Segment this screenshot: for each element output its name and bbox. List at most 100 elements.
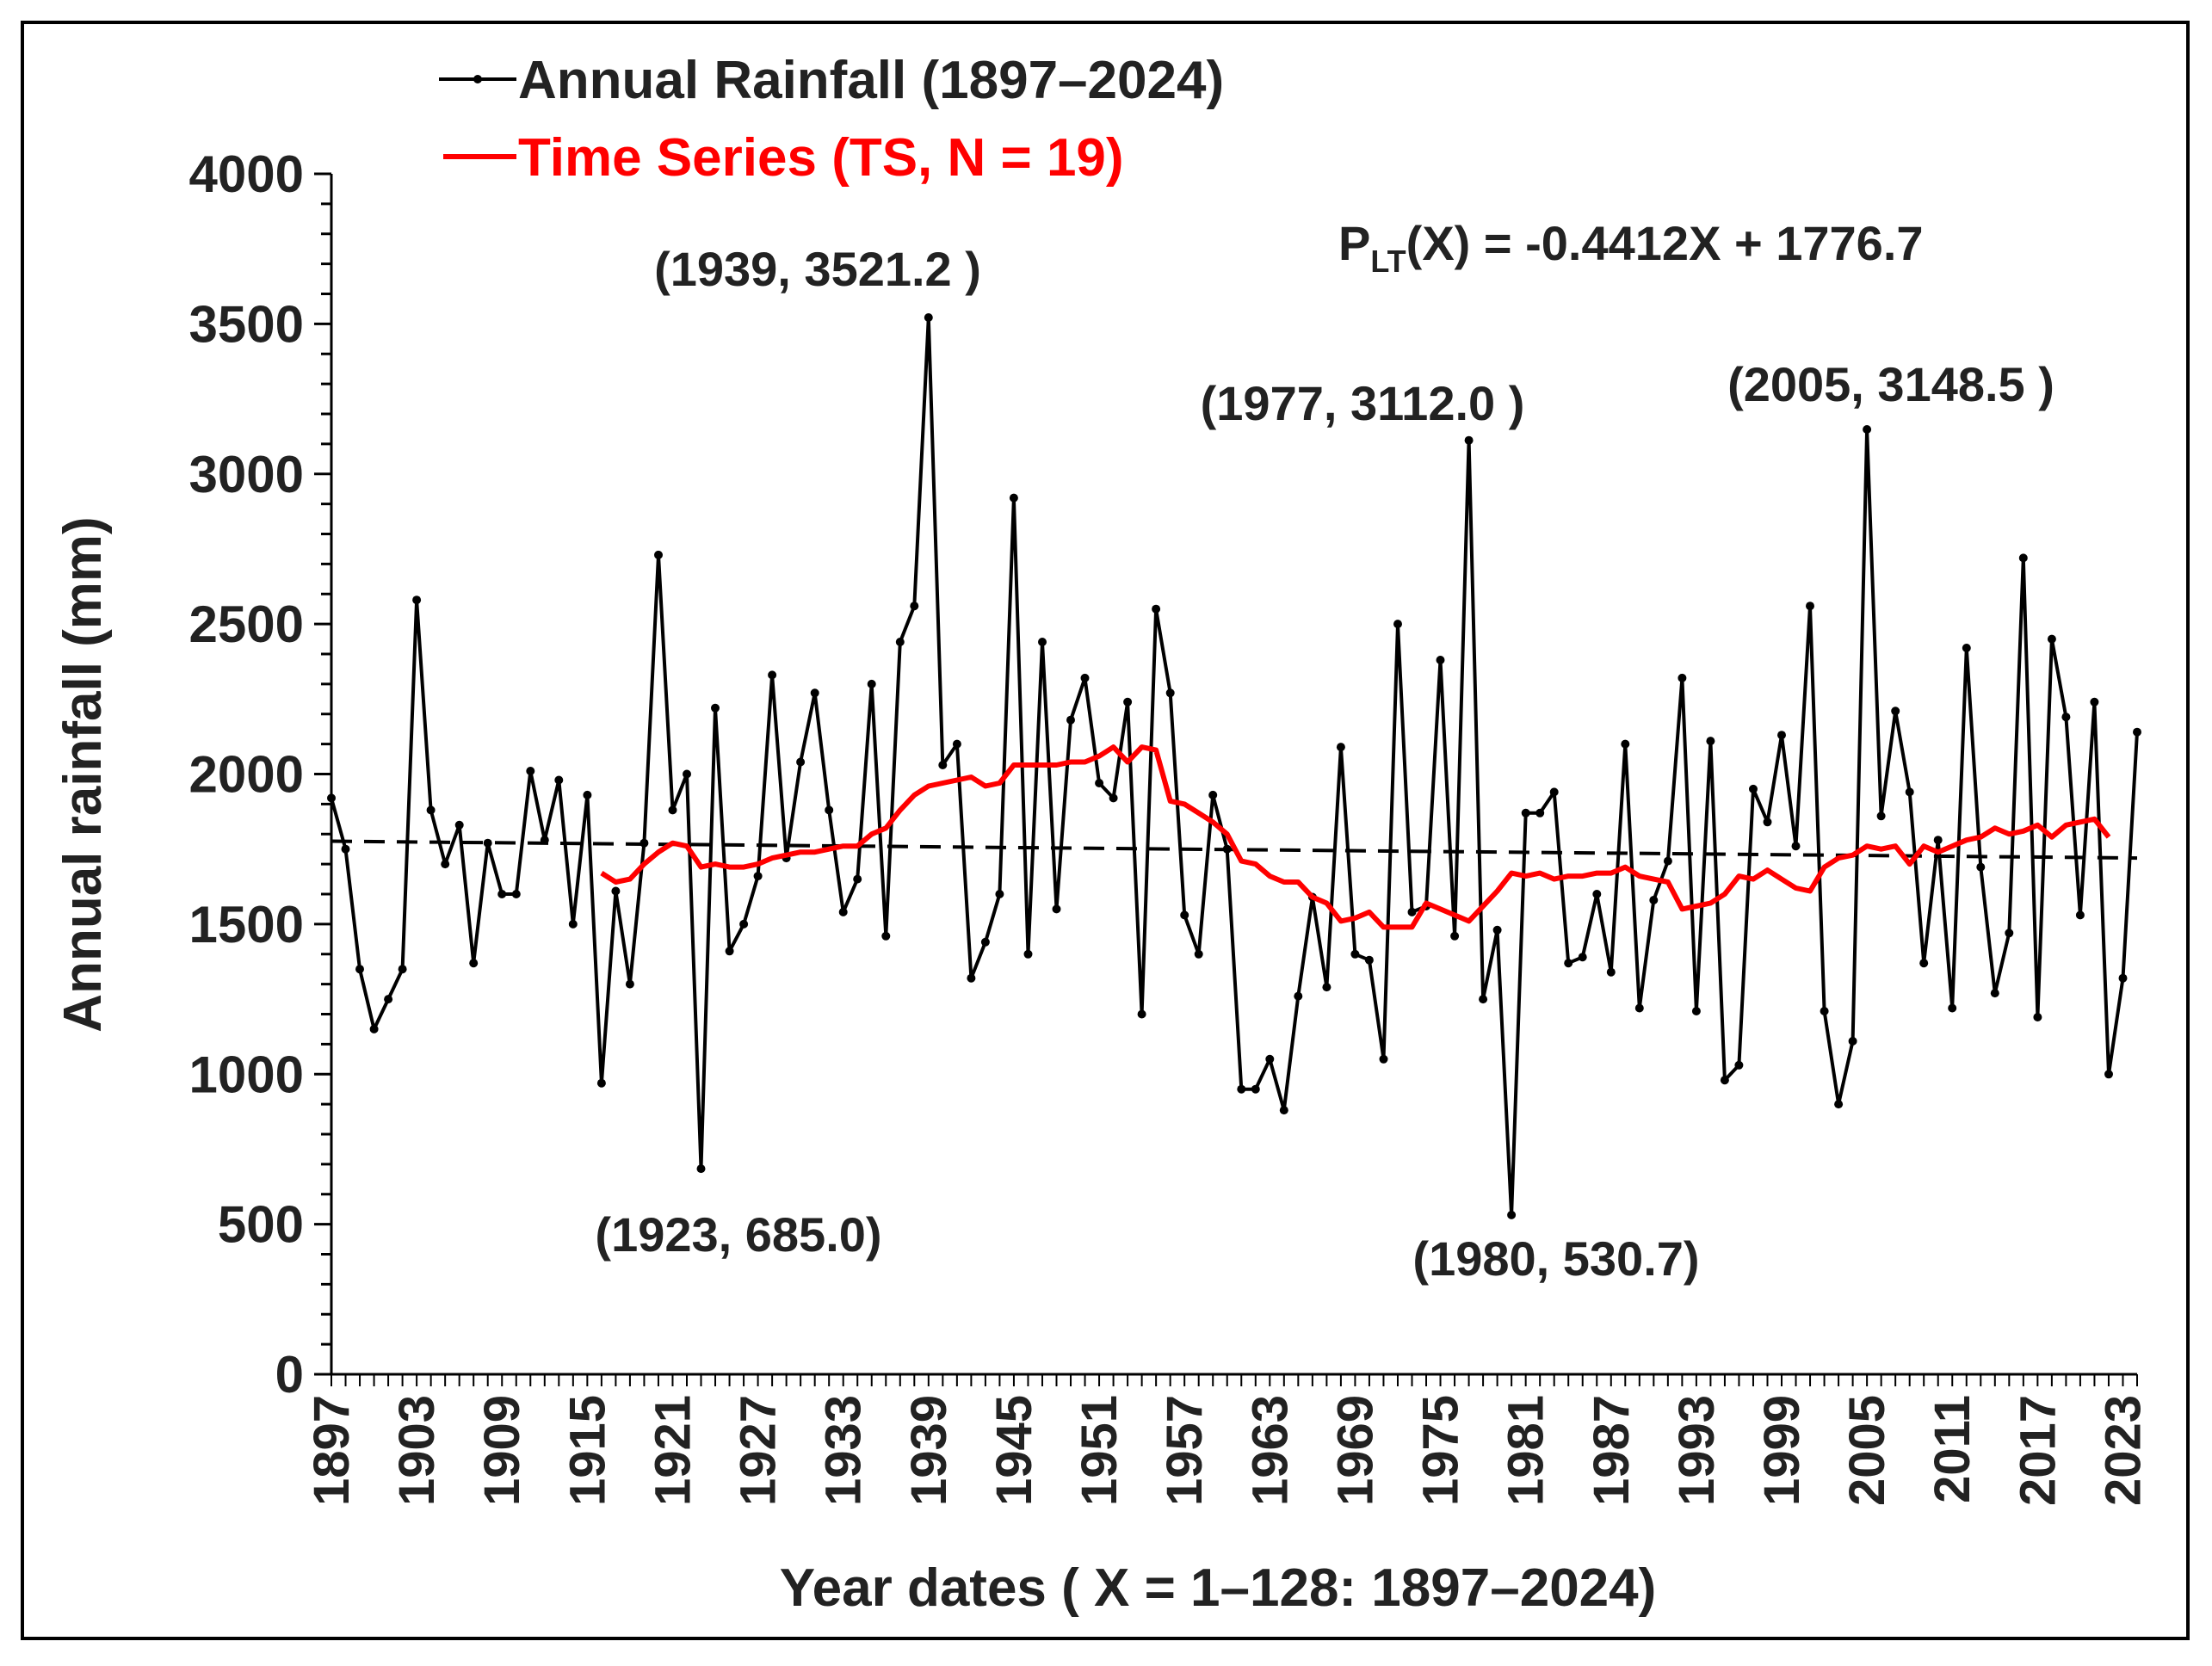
rainfall-point [1507, 1210, 1517, 1219]
rainfall-point [952, 739, 961, 749]
rainfall-point [867, 679, 876, 688]
rainfall-point [1123, 697, 1133, 707]
rainfall-point [2104, 1070, 2113, 1079]
y-tick-label: 2500 [189, 595, 304, 653]
rainfall-point [1876, 811, 1886, 821]
legend-ts-label: Time Series (TS, N = 19) [518, 128, 1124, 188]
x-axis-label: Year dates ( X = 1–128: 1897–2024) [780, 1558, 1657, 1618]
legend-rainfall-marker [473, 75, 482, 83]
y-axis-ticks: 0 500 1000 1500 2000 2500 3000 3500 4000 [189, 145, 331, 1404]
x-tick-label: 2011 [1925, 1395, 1980, 1503]
rainfall-point [1734, 1060, 1744, 1070]
rainfall-point [640, 838, 649, 848]
rainfall-point [1564, 959, 1573, 968]
rainfall-point [1450, 931, 1460, 941]
rainfall-point [1834, 1100, 1844, 1109]
rainfall-point [995, 890, 1004, 898]
rainfall-point [1933, 836, 1943, 845]
rainfall-point [441, 860, 450, 869]
rainfall-point [938, 761, 948, 769]
rainfall-point [810, 688, 819, 698]
x-tick-label: 1945 [986, 1395, 1042, 1506]
rainfall-point [497, 890, 507, 898]
rainfall-point [469, 959, 479, 968]
y-tick-label: 500 [218, 1196, 304, 1254]
rainfall-point [412, 595, 422, 605]
x-tick-label: 1915 [559, 1395, 615, 1506]
rainfall-point [2018, 553, 2028, 563]
rainfall-point [1777, 731, 1786, 740]
rainfall-point [924, 313, 933, 322]
rainfall-point [1492, 925, 1502, 935]
rainfall-point [1749, 784, 1758, 793]
rainfall-point [825, 805, 834, 815]
rainfall-point [1649, 896, 1659, 904]
rainfall-point [881, 931, 891, 941]
rainfall-point [1379, 1054, 1388, 1064]
rainfall-point [1820, 1007, 1829, 1015]
rainfall-point [2090, 697, 2099, 707]
x-tick-label: 2005 [1839, 1395, 1895, 1506]
rainfall-point [1990, 989, 1999, 998]
rainfall-point [1663, 856, 1672, 866]
rainfall-point [1592, 890, 1602, 898]
rainfall-point [2061, 713, 2071, 722]
rainfall-point [1436, 656, 1445, 664]
rainfall-point [1194, 949, 1203, 959]
rainfall-point [853, 874, 862, 884]
x-tick-label: 1957 [1157, 1395, 1213, 1506]
rainfall-point [1863, 425, 1872, 434]
rainfall-point [583, 790, 592, 799]
rainfall-point [568, 919, 578, 929]
rainfall-point [768, 670, 777, 680]
rainfall-point [511, 890, 521, 898]
rainfall-point [910, 602, 919, 611]
annotation-2005-peak: (2005, 3148.5 ) [1727, 357, 2054, 411]
rainfall-point [739, 919, 749, 929]
rainfall-point [895, 638, 905, 646]
rainfall-point [1720, 1076, 1729, 1085]
time-series-line [600, 744, 2111, 930]
rainfall-point [1222, 844, 1232, 854]
rainfall-point [1023, 949, 1033, 959]
rainfall-point [1279, 1106, 1288, 1115]
rainfall-point [1393, 620, 1402, 629]
rainfall-point [1948, 1003, 1957, 1013]
x-tick-label: 1933 [816, 1395, 872, 1506]
x-tick-label: 1897 [304, 1395, 360, 1506]
rainfall-point [1095, 779, 1104, 787]
rainfall-point [753, 872, 763, 881]
rainfall-point [1706, 737, 1715, 746]
x-tick-label: 1987 [1584, 1395, 1640, 1506]
equation-rest: (X) = -0.4412X + 1776.7 [1406, 216, 1924, 270]
rainfall-point [1479, 995, 1488, 1004]
rainfall-point [1919, 959, 1929, 968]
rainfall-point [1109, 793, 1118, 803]
rainfall-point [1806, 602, 1814, 611]
rainfall-point [1763, 818, 1772, 827]
rainfall-point [2047, 634, 2056, 644]
rainfall-point [1180, 910, 1189, 920]
figure-frame [21, 21, 2190, 1640]
rainfall-point [1678, 673, 1687, 682]
annual-rainfall-line [330, 316, 2139, 1217]
x-tick-label: 1975 [1413, 1395, 1469, 1506]
rainfall-point [526, 767, 535, 775]
legend: Annual Rainfall (1897–2024) Time Series … [439, 51, 1224, 188]
x-tick-label: 1969 [1327, 1395, 1383, 1506]
rainfall-point [1052, 904, 1061, 914]
x-tick-label: 1963 [1242, 1395, 1298, 1506]
rainfall-point [1521, 808, 1530, 818]
rainfall-point [1976, 862, 1986, 872]
y-tick-label: 3000 [189, 446, 304, 503]
rainfall-point [1691, 1007, 1701, 1015]
rainfall-point [2005, 929, 2014, 938]
rainfall-point [1038, 638, 1047, 646]
y-tick-label: 1000 [189, 1046, 304, 1103]
rainfall-point [1265, 1054, 1275, 1064]
rainfall-point [327, 793, 336, 803]
equation-subscript: LT [1370, 244, 1406, 279]
legend-rainfall-label: Annual Rainfall (1897–2024) [518, 51, 1224, 110]
rainfall-point [711, 703, 720, 713]
